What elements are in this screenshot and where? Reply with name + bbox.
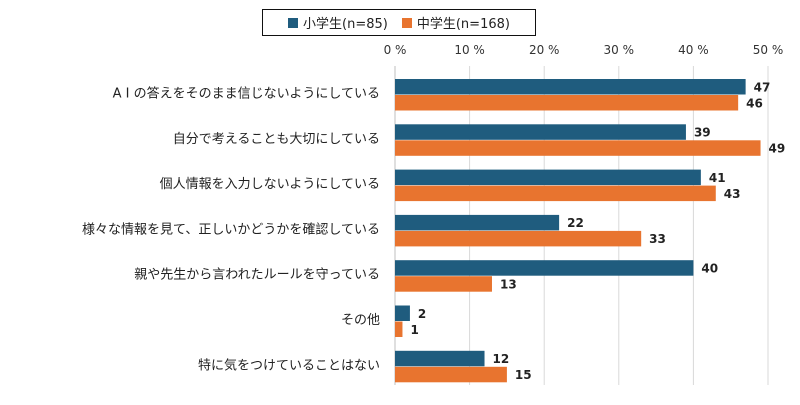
x-tick-label: 10 %	[454, 43, 485, 57]
category-label: 親や先生から言われたルールを守っている	[134, 268, 380, 283]
bar	[395, 124, 686, 140]
bar	[395, 185, 716, 202]
data-label: 2	[418, 307, 426, 321]
category-label: その他	[341, 313, 380, 328]
bar	[395, 276, 492, 292]
x-tick-label: 20 %	[529, 43, 560, 57]
data-label: 47	[754, 80, 771, 94]
bar	[395, 95, 739, 111]
bar	[395, 79, 746, 95]
x-tick-label: 30 %	[604, 43, 635, 57]
data-label: 39	[694, 126, 711, 140]
legend-item-elementary: 小学生(n=85)	[288, 13, 388, 32]
data-label: 43	[724, 187, 741, 201]
bar	[395, 230, 642, 247]
x-tick-label: 40 %	[678, 43, 709, 57]
bar	[395, 350, 485, 367]
data-label: 40	[701, 261, 718, 275]
bar	[395, 366, 507, 383]
category-label: 特に気をつけていることはない	[198, 357, 380, 373]
data-label: 1	[410, 323, 418, 337]
data-label: 12	[493, 352, 510, 366]
bar	[395, 169, 701, 186]
bar	[395, 140, 761, 156]
bar	[395, 260, 694, 276]
data-label: 46	[746, 96, 763, 110]
category-label: 個人情報を入力しないようにしている	[160, 177, 380, 192]
data-label: 49	[769, 142, 786, 156]
data-label: 33	[649, 232, 666, 246]
x-tick-label: 50 %	[753, 43, 784, 57]
legend-swatch-elementary	[288, 17, 299, 28]
bar	[395, 214, 560, 231]
data-label: 15	[515, 368, 532, 382]
category-label: 自分で考えることも大切にしている	[173, 132, 380, 147]
bar	[395, 321, 403, 337]
legend-swatch-junior-high	[401, 17, 412, 28]
data-label: 22	[567, 216, 584, 230]
legend-label-junior-high: 中学生(n=168)	[416, 17, 510, 32]
bar	[395, 305, 410, 321]
legend-label-elementary: 小学生(n=85)	[303, 17, 388, 32]
x-tick-label: 0 %	[384, 43, 407, 57]
data-label: 41	[709, 171, 726, 185]
data-label: 13	[500, 277, 517, 291]
legend-item-junior-high: 中学生(n=168)	[401, 13, 510, 32]
category-label: A I の答えをそのまま信じないようにしている	[113, 86, 380, 102]
chart-legend: 小学生(n=85) 中学生(n=168)	[262, 9, 536, 36]
category-label: 様々な情報を見て、正しいかどうかを確認している	[82, 221, 380, 237]
